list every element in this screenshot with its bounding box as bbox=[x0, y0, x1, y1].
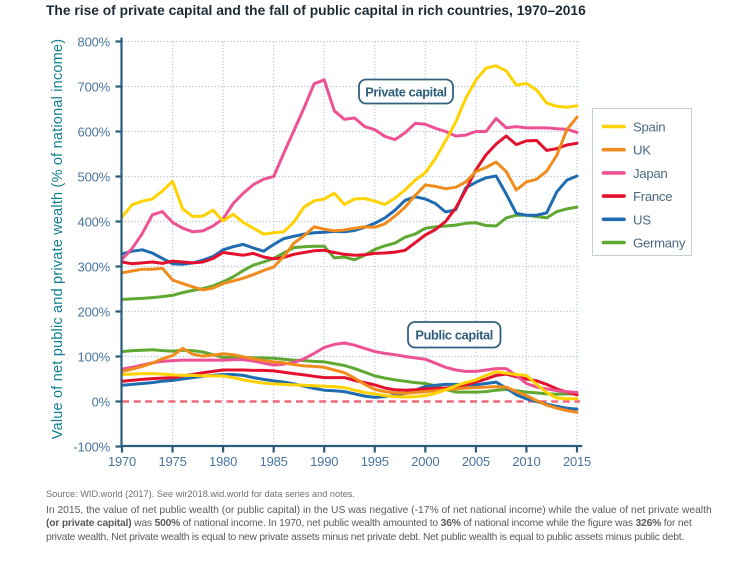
svg-text:2005: 2005 bbox=[462, 454, 490, 469]
svg-text:UK: UK bbox=[633, 143, 651, 158]
svg-text:500%: 500% bbox=[78, 169, 111, 184]
svg-text:100%: 100% bbox=[78, 349, 111, 364]
svg-text:300%: 300% bbox=[78, 259, 111, 274]
svg-text:Germany: Germany bbox=[633, 236, 686, 251]
svg-text:1980: 1980 bbox=[209, 454, 237, 469]
svg-text:Public capital: Public capital bbox=[415, 328, 493, 343]
svg-text:1975: 1975 bbox=[158, 454, 186, 469]
svg-text:2015: 2015 bbox=[563, 454, 591, 469]
svg-text:-100%: -100% bbox=[73, 439, 110, 454]
svg-text:400%: 400% bbox=[78, 214, 111, 229]
svg-text:600%: 600% bbox=[78, 124, 111, 139]
svg-text:800%: 800% bbox=[78, 34, 111, 49]
svg-text:Spain: Spain bbox=[633, 120, 665, 135]
svg-text:Japan: Japan bbox=[633, 166, 667, 181]
svg-text:2000: 2000 bbox=[411, 454, 439, 469]
svg-text:700%: 700% bbox=[78, 79, 111, 94]
svg-text:1990: 1990 bbox=[310, 454, 338, 469]
svg-text:Private capital: Private capital bbox=[365, 85, 447, 100]
svg-text:US: US bbox=[633, 212, 651, 227]
svg-text:France: France bbox=[633, 189, 672, 204]
svg-text:1985: 1985 bbox=[260, 454, 288, 469]
svg-text:1995: 1995 bbox=[361, 454, 389, 469]
svg-text:2010: 2010 bbox=[512, 454, 540, 469]
svg-text:0%: 0% bbox=[92, 394, 111, 409]
svg-text:200%: 200% bbox=[78, 304, 111, 319]
svg-text:1970: 1970 bbox=[108, 454, 136, 469]
